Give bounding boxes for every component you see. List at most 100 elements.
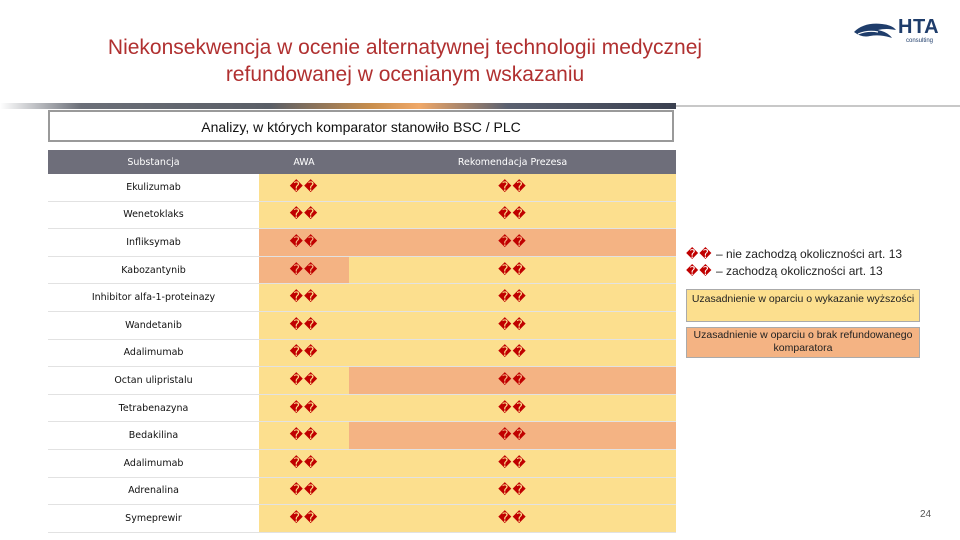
table-row: Tetrabenazyna �� ��	[48, 394, 676, 423]
substance-name: Tetrabenazyna	[48, 394, 259, 423]
substance-name: Adrenalina	[48, 477, 259, 506]
legend-text-2: – zachodzą okoliczności art. 13	[715, 264, 883, 278]
awa-cell: ��	[259, 201, 350, 230]
article-13-mark: ��	[289, 510, 319, 526]
article-13-mark: ��	[289, 317, 319, 333]
substance-name: Adalimumab	[48, 339, 259, 368]
table-row: Adrenalina �� ��	[48, 477, 676, 506]
awa-cell: ��	[259, 228, 350, 257]
hta-logo-icon	[854, 23, 896, 38]
article-13-mark: ��	[498, 317, 527, 333]
table-row: Inhibitor alfa-1-proteinazy �� ��	[48, 283, 676, 312]
recommendation-cell: ��	[349, 311, 676, 340]
substance-name: Ekulizumab	[48, 174, 259, 202]
awa-cell: ��	[259, 449, 350, 478]
substance-name: Symeprewir	[48, 504, 259, 533]
header-substance: Substancja	[48, 150, 259, 174]
article-13-mark: ��	[289, 428, 319, 444]
header-recommendation: Rekomendacja Prezesa	[349, 150, 676, 174]
article-13-mark: ��	[289, 207, 319, 223]
table-row: Symeprewir �� ��	[48, 504, 676, 533]
logo-text: HTA	[898, 16, 940, 38]
awa-cell: ��	[259, 174, 350, 202]
substance-name: Bedakilina	[48, 421, 259, 450]
recommendation-cell: ��	[349, 339, 676, 368]
table-heading: Analizy, w których komparator stanowiło …	[48, 110, 674, 142]
legend-box-superiority: Uzasadnienie w oparciu o wykazanie wyższ…	[686, 289, 920, 322]
substance-name: Wenetoklaks	[48, 201, 259, 230]
awa-cell: ��	[259, 311, 350, 340]
awa-cell: ��	[259, 421, 350, 450]
recommendation-cell: ��	[349, 174, 676, 202]
table-body: Ekulizumab �� �� Wenetoklaks �� �� Infliksymab…	[48, 174, 676, 533]
slide-title-line-1: Niekonsekwencja w ocenie alternatywnej t…	[107, 36, 703, 59]
substance-name: Infliksymab	[48, 228, 259, 257]
awa-cell: ��	[259, 394, 350, 423]
article-13-mark: ��	[498, 262, 527, 278]
legend: �� – nie zachodzą okoliczności art. 13 �…	[686, 246, 956, 280]
legend-symbol-1: ��	[686, 247, 713, 261]
recommendation-cell: ��	[349, 228, 676, 257]
table-row: Octan ulipristalu �� ��	[48, 366, 676, 395]
table-row: Kabozantynib �� ��	[48, 256, 676, 285]
article-13-mark: ��	[289, 483, 319, 499]
article-13-mark: ��	[289, 400, 319, 416]
article-13-mark: ��	[498, 483, 527, 499]
table-row: Adalimumab �� ��	[48, 339, 676, 368]
awa-cell: ��	[259, 504, 350, 533]
article-13-mark: ��	[498, 455, 527, 471]
article-13-mark: ��	[498, 207, 527, 223]
recommendation-cell: ��	[349, 201, 676, 230]
logo-subtext: consulting	[906, 38, 934, 44]
awa-cell: ��	[259, 339, 350, 368]
recommendation-cell: ��	[349, 283, 676, 312]
recommendation-cell: ��	[349, 449, 676, 478]
recommendation-cell: ��	[349, 366, 676, 395]
table-row: Ekulizumab �� ��	[48, 174, 676, 202]
article-13-mark: ��	[498, 372, 527, 388]
recommendation-cell: ��	[349, 394, 676, 423]
article-13-mark: ��	[289, 345, 319, 361]
legend-item-applicable: �� – zachodzą okoliczności art. 13	[686, 263, 956, 280]
table-row: Wandetanib �� ��	[48, 311, 676, 340]
article-13-mark: ��	[498, 345, 527, 361]
table-row: Wenetoklaks �� ��	[48, 201, 676, 230]
awa-cell: ��	[259, 477, 350, 506]
article-13-mark: ��	[289, 455, 319, 471]
recommendation-cell: ��	[349, 477, 676, 506]
table-header-row: Substancja AWA Rekomendacja Prezesa	[48, 150, 676, 174]
assessment-table: Substancja AWA Rekomendacja Prezesa Ekul…	[48, 150, 676, 533]
header-awa: AWA	[259, 150, 350, 174]
article-13-mark: ��	[289, 290, 319, 306]
article-13-mark: ��	[498, 428, 527, 444]
substance-name: Adalimumab	[48, 449, 259, 478]
legend-text-1: – nie zachodzą okoliczności art. 13	[715, 247, 903, 261]
decorative-line	[676, 105, 960, 107]
awa-cell: ��	[259, 283, 350, 312]
table-row: Infliksymab �� ��	[48, 228, 676, 257]
slide-title-line-2: refundowanej w ocenianym wskazaniu	[225, 63, 585, 86]
awa-cell: ��	[259, 366, 350, 395]
recommendation-cell: ��	[349, 504, 676, 533]
substance-name: Inhibitor alfa-1-proteinazy	[48, 283, 259, 312]
article-13-mark: ��	[498, 290, 527, 306]
legend-symbol-2: ��	[686, 264, 713, 278]
slide-title: Niekonsekwencja w ocenie alternatywnej t…	[90, 34, 720, 88]
article-13-mark: ��	[498, 179, 527, 195]
article-13-mark: ��	[289, 179, 319, 195]
table-row: Bedakilina �� ��	[48, 421, 676, 450]
substance-name: Kabozantynib	[48, 256, 259, 285]
recommendation-cell: ��	[349, 421, 676, 450]
decorative-band	[0, 103, 676, 109]
article-13-mark: ��	[498, 234, 527, 250]
recommendation-cell: ��	[349, 256, 676, 285]
article-13-mark: ��	[289, 234, 319, 250]
substance-name: Wandetanib	[48, 311, 259, 340]
page-number: 24	[920, 509, 932, 520]
legend-box-no-comparator: Uzasadnienie w oparciu o brak refundowan…	[686, 327, 920, 358]
awa-cell: ��	[259, 256, 350, 285]
article-13-mark: ��	[498, 400, 527, 416]
substance-name: Octan ulipristalu	[48, 366, 259, 395]
table-row: Adalimumab �� ��	[48, 449, 676, 478]
article-13-mark: ��	[289, 372, 319, 388]
